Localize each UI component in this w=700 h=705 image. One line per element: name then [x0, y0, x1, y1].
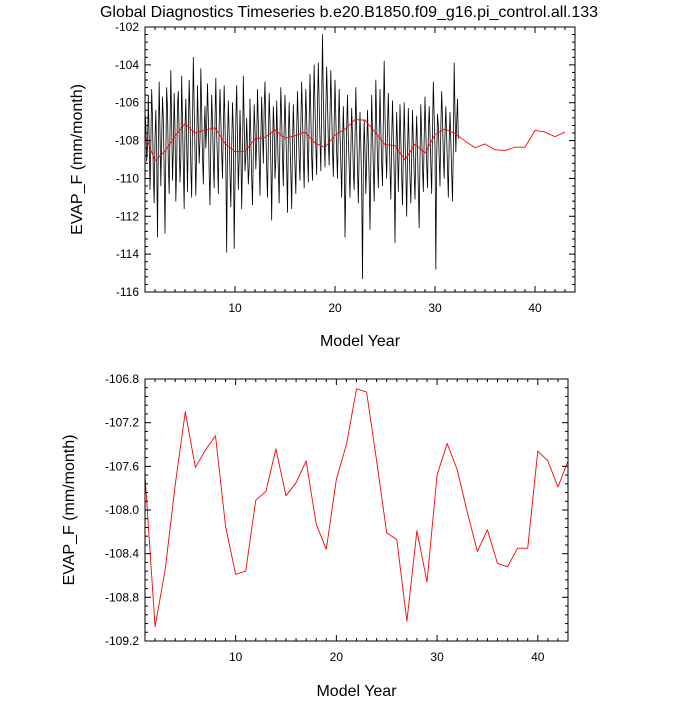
series-line-annual — [144, 388, 569, 628]
x-tick-label: 40 — [531, 650, 545, 664]
x-tick-label: 30 — [430, 650, 444, 664]
x-tick-label: 10 — [228, 301, 242, 315]
y-tick-label: -108.0 — [105, 503, 139, 517]
panel-top: 10 20 30 40 -116 -114 -112 -110 -108 -106 -104 -102… — [69, 20, 576, 350]
y-tick-label: -107.6 — [105, 459, 139, 473]
x-axis-title: Model Year — [316, 683, 397, 700]
y-tick-label: -102 — [115, 20, 139, 34]
y-tick-label: -114 — [116, 247, 139, 261]
plot-frame — [144, 378, 569, 642]
y-tick-label: -108.8 — [105, 590, 139, 604]
x-axis-title: Model Year — [320, 333, 401, 350]
y-tick-label: -110 — [116, 171, 139, 185]
y-axis-title: EVAP_F (mm/month) — [61, 435, 78, 586]
y-tick-label: -107.2 — [105, 416, 139, 430]
x-tick-label: 30 — [428, 301, 442, 315]
series-line-monthly — [144, 34, 459, 280]
y-tick-label: -109.2 — [105, 634, 139, 648]
y-tick-label: -108 — [115, 134, 139, 148]
series-line-annual — [144, 119, 566, 162]
y-axis-title: EVAP_F (mm/month) — [69, 84, 86, 235]
plot-frame — [144, 26, 576, 293]
page-title: Global Diagnostics Timeseries b.e20.B185… — [100, 4, 598, 21]
y-tick-label: -108.4 — [105, 547, 139, 561]
y-tick-label: -104 — [115, 58, 139, 72]
y-tick-label: -106 — [115, 96, 139, 110]
x-tick-label: 20 — [330, 650, 344, 664]
y-tick-label: -106.8 — [105, 372, 139, 386]
x-tick-label: 10 — [229, 650, 243, 664]
y-tick-label: -112 — [116, 209, 139, 223]
x-tick-label: 40 — [528, 301, 542, 315]
y-tick-label: -116 — [116, 285, 139, 299]
panel-bottom: 10 20 30 40 -109.2 -108.8 -108.4 -108.0 -107.6 -1… — [61, 372, 569, 700]
x-tick-label: 20 — [328, 301, 342, 315]
